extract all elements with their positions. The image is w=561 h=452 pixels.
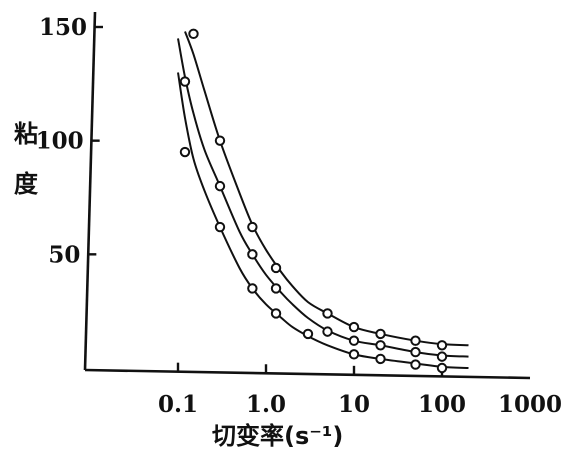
x-tick-label: 10 xyxy=(338,391,370,418)
series-1-point xyxy=(375,328,386,340)
axis-ticks xyxy=(88,25,444,377)
x-tick-label: 0.1 xyxy=(158,391,198,418)
y-axis-label: 粘度 xyxy=(14,120,39,198)
x-axis-line xyxy=(84,368,531,380)
series-1-point xyxy=(436,340,448,351)
series-2-point xyxy=(436,351,448,362)
series-1-point xyxy=(322,308,333,319)
series-3-point xyxy=(270,308,282,319)
series-2-point xyxy=(214,180,226,192)
y-axis-line xyxy=(83,11,97,371)
series-2-point xyxy=(179,76,191,87)
data-points xyxy=(179,28,448,374)
x-axis-label: 切变率(s⁻¹) xyxy=(212,422,343,450)
series-2-line xyxy=(177,38,469,358)
series-2-point xyxy=(247,249,258,260)
series-3-point xyxy=(436,362,448,374)
series-1-point xyxy=(214,135,226,146)
series-3-point xyxy=(410,359,421,370)
series-2-point xyxy=(348,335,360,346)
series-1-point xyxy=(270,262,282,274)
series-3-point xyxy=(247,283,258,294)
y-tick-label: 150 xyxy=(39,14,87,41)
curves xyxy=(177,31,469,369)
x-tick-label: 100 xyxy=(418,391,466,418)
series-1-line xyxy=(184,31,469,347)
axes xyxy=(83,11,531,380)
series-3-point xyxy=(375,353,386,365)
x-tick-label: 1000 xyxy=(498,391,561,418)
y-tick-label: 100 xyxy=(36,128,84,155)
series-1-point xyxy=(247,221,258,233)
tick-labels: 50 100 150 0.1 1.0 10 100 1000 xyxy=(36,14,561,418)
series-2-point xyxy=(322,326,333,337)
x-tick-label: 1.0 xyxy=(246,391,286,418)
series-3-point xyxy=(348,349,360,360)
y-tick-label: 50 xyxy=(48,241,80,268)
series-3-point xyxy=(179,146,191,158)
series-2-point xyxy=(270,283,282,294)
series-1-point xyxy=(348,321,360,333)
series-1-point xyxy=(410,335,421,346)
series-1-point xyxy=(188,28,199,40)
series-3-point xyxy=(214,221,226,233)
series-3-line xyxy=(177,72,469,369)
series-2-point xyxy=(410,346,421,358)
series-2-point xyxy=(375,340,386,351)
series-3-point xyxy=(302,328,314,340)
